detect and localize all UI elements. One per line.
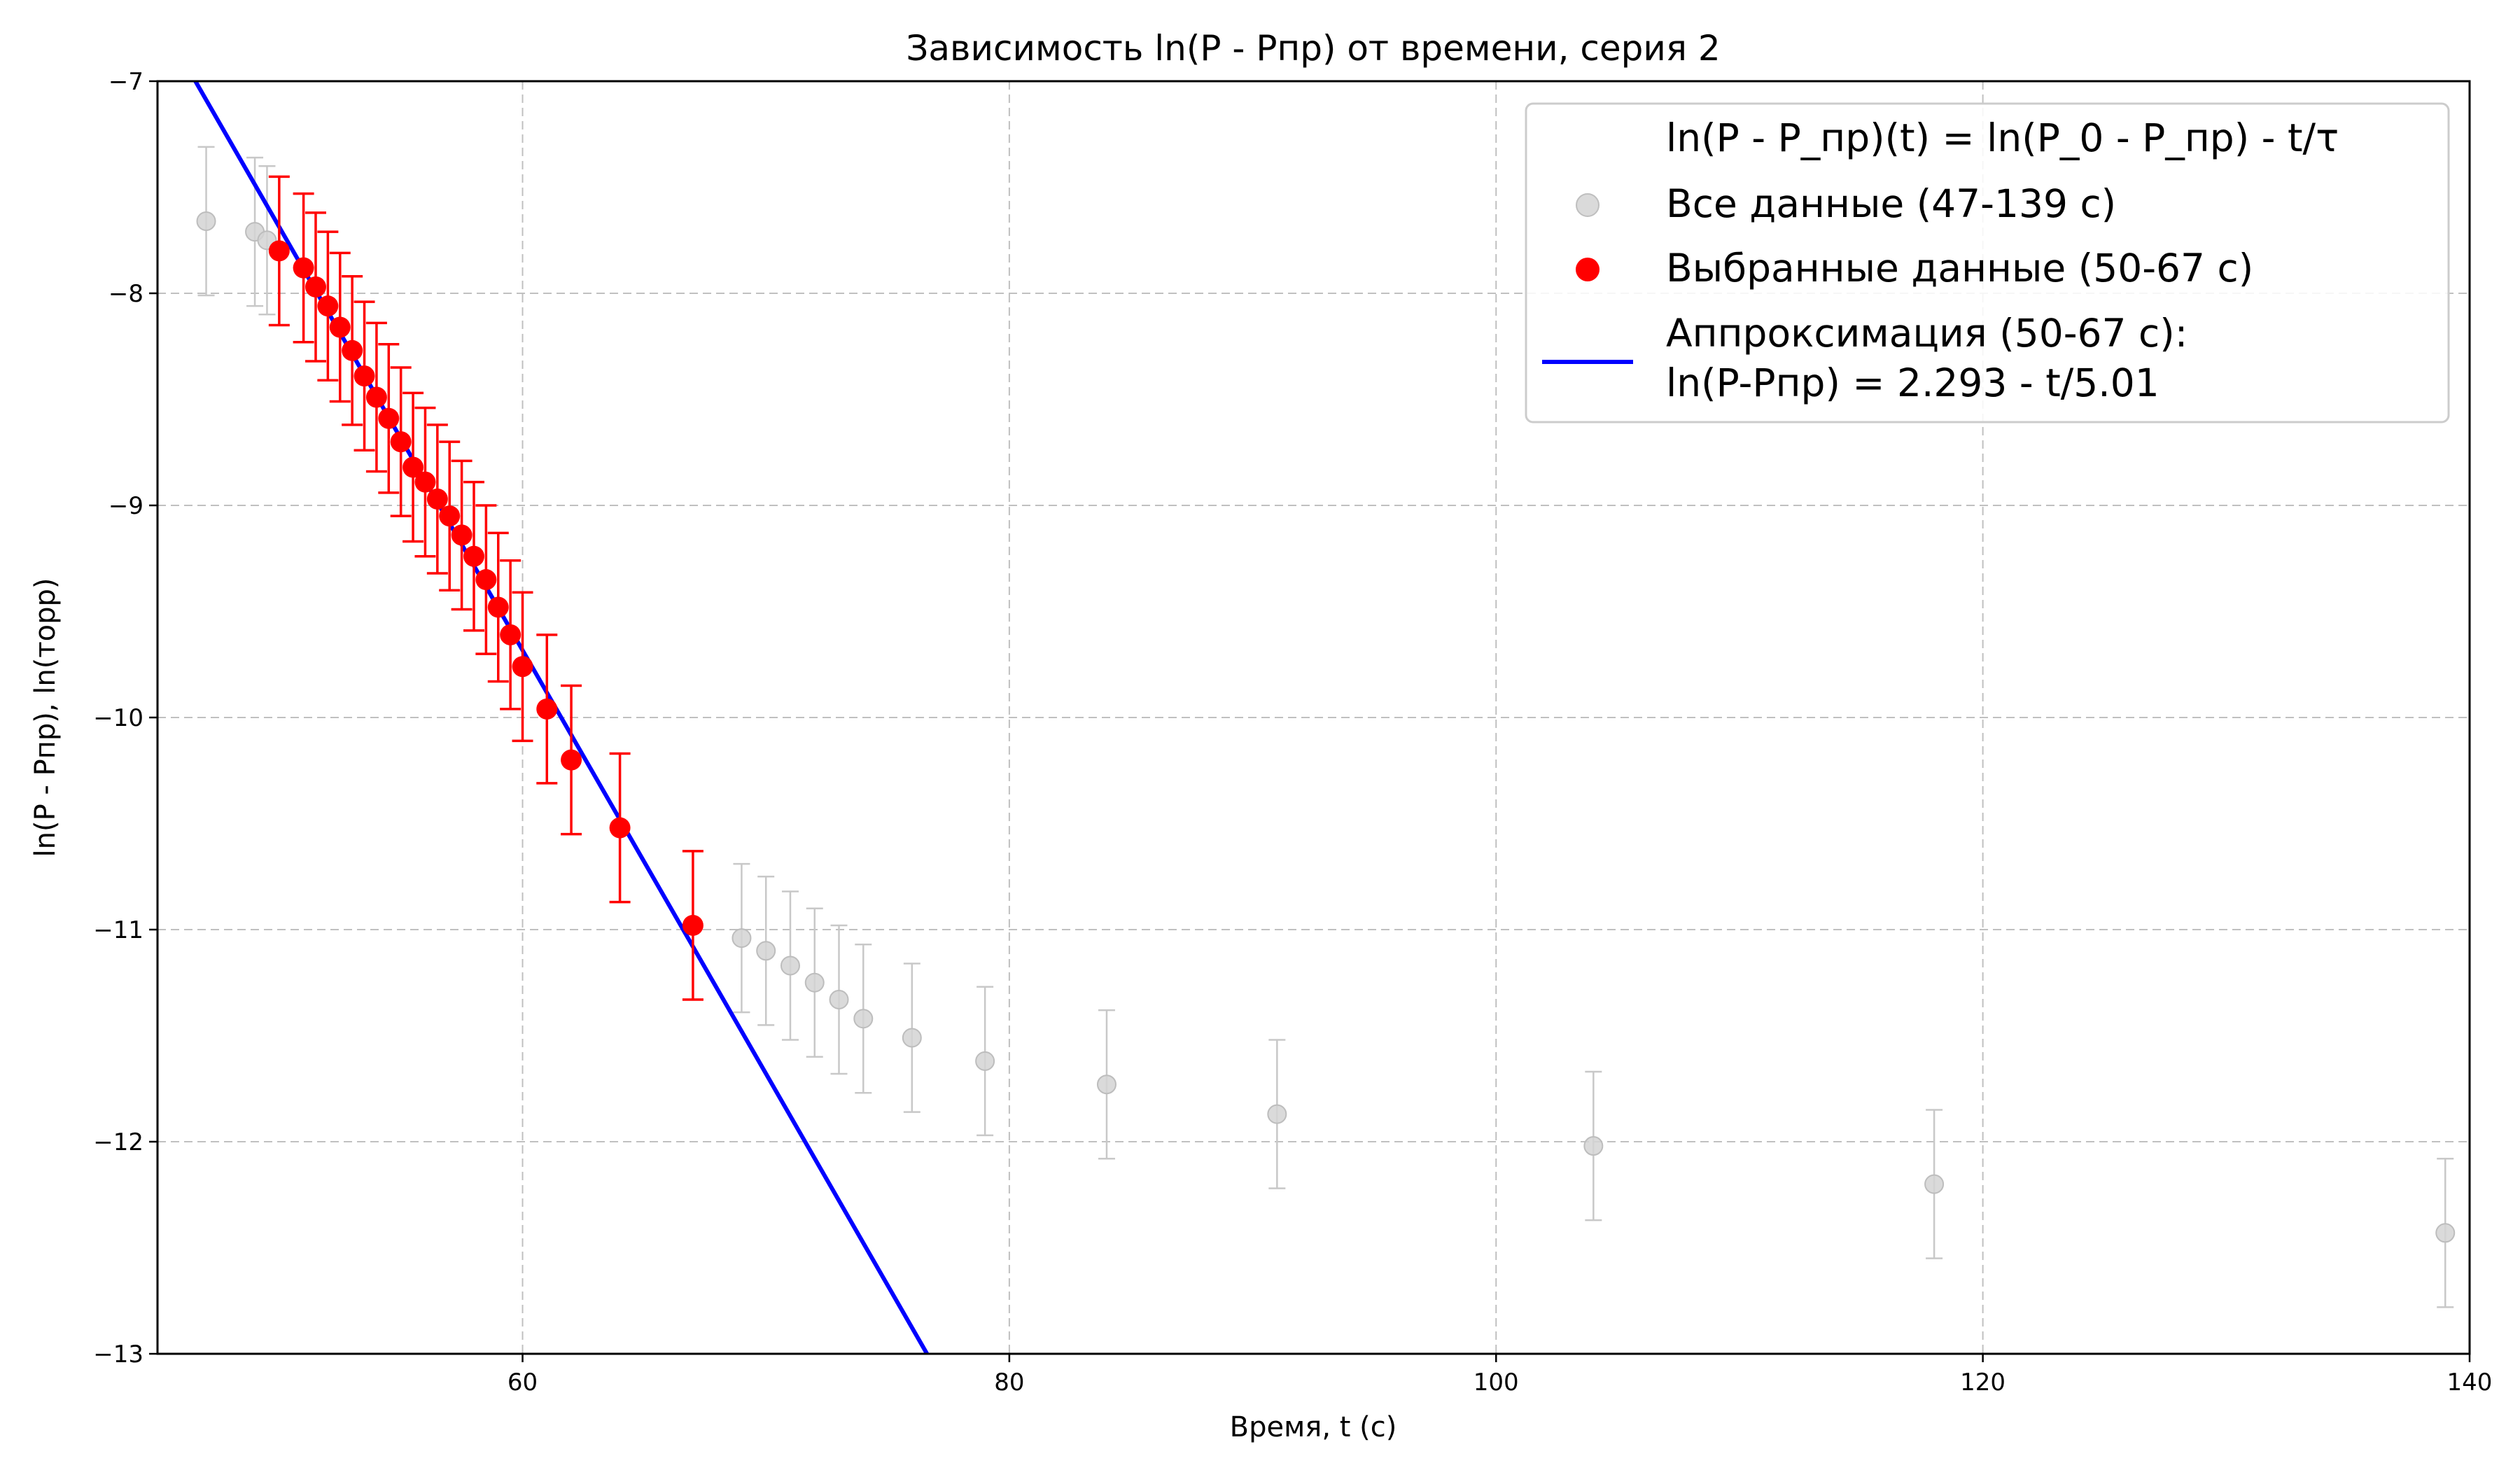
legend-formula-label: ln(P - P_пр)(t) = ln(P_0 - P_пр) - t/τ xyxy=(1666,115,2339,160)
legend-selected-data-label: Выбранные данные (50-67 с) xyxy=(1666,246,2253,290)
all-data-point xyxy=(853,1009,874,1029)
legend-fit-label-line2: ln(P-Pпр) = 2.293 - t/5.01 xyxy=(1666,360,2160,405)
selected-data-point xyxy=(682,914,704,936)
selected-data-point xyxy=(439,505,461,527)
selected-data-point xyxy=(354,365,375,387)
x-axis-label: Время, t (с) xyxy=(1230,1411,1397,1443)
selected-data-point xyxy=(426,488,448,510)
y-tick-label: −8 xyxy=(108,280,144,308)
selected-data-point xyxy=(329,316,351,338)
selected-data-point xyxy=(402,456,424,478)
y-tick-label: −9 xyxy=(108,492,144,520)
y-tick-label: −11 xyxy=(93,916,144,944)
all-data-point xyxy=(1583,1136,1604,1156)
all-data-point xyxy=(1096,1074,1116,1095)
selected-data-point xyxy=(293,257,314,279)
all-data-point xyxy=(975,1051,995,1071)
selected-data-point xyxy=(414,471,436,493)
selected-data-point xyxy=(487,596,509,618)
selected-data-point xyxy=(500,624,522,645)
all-data-point xyxy=(804,972,825,993)
axes-ticks: 60 80 100 120 140 −13 −12 −11 −10 −9 −8 −7 xyxy=(93,68,2492,1396)
selected-data-point xyxy=(378,407,400,429)
fit-line xyxy=(192,81,930,1354)
x-tick-label: 60 xyxy=(507,1368,538,1396)
all-data-point xyxy=(756,941,776,961)
selected-data-point xyxy=(390,431,412,453)
x-tick-label: 100 xyxy=(1474,1368,1519,1396)
selected-data-point xyxy=(609,817,631,839)
all-data-point xyxy=(1924,1174,1945,1194)
all-data-point xyxy=(902,1028,922,1048)
selected-data-point xyxy=(342,340,363,361)
all-data-point xyxy=(829,989,849,1009)
y-tick-label: −7 xyxy=(108,68,144,96)
chart-title: Зависимость ln(P - Pпр) от времени, сери… xyxy=(906,28,1720,69)
selected-data-point xyxy=(304,276,326,298)
all-data-point xyxy=(196,211,216,231)
selected-data-point xyxy=(512,656,533,678)
selected-data-point xyxy=(536,698,558,720)
selected-data-point xyxy=(317,295,339,317)
selected-data-point xyxy=(475,569,497,591)
legend-all-data-marker xyxy=(1576,193,1600,217)
y-tick-label: −10 xyxy=(93,704,144,732)
x-tick-label: 140 xyxy=(2447,1368,2493,1396)
legend-fit-label-line1: Аппроксимация (50-67 с): xyxy=(1666,311,2188,356)
plot-area xyxy=(192,81,2456,1354)
legend: ln(P - P_пр)(t) = ln(P_0 - P_пр) - t/τ В… xyxy=(1525,102,2450,424)
legend-selected-data-marker xyxy=(1576,258,1600,281)
selected-data-point xyxy=(268,240,290,262)
y-axis-label: ln(P - Pпр), ln(торр) xyxy=(29,578,62,858)
all-data-point xyxy=(780,955,800,976)
all-data-point xyxy=(1267,1104,1287,1124)
selected-data-point xyxy=(463,545,484,567)
all-data-point xyxy=(732,928,752,948)
selected-data-point xyxy=(365,386,387,408)
all-data-point xyxy=(2435,1223,2456,1243)
y-tick-label: −13 xyxy=(93,1340,144,1368)
selected-data-point xyxy=(561,749,582,771)
selected-data-point xyxy=(451,524,472,546)
x-tick-label: 80 xyxy=(994,1368,1024,1396)
y-tick-label: −12 xyxy=(93,1128,144,1156)
legend-box xyxy=(1525,102,2450,424)
x-tick-label: 120 xyxy=(1960,1368,2005,1396)
legend-all-data-label: Все данные (47-139 с) xyxy=(1666,181,2116,226)
